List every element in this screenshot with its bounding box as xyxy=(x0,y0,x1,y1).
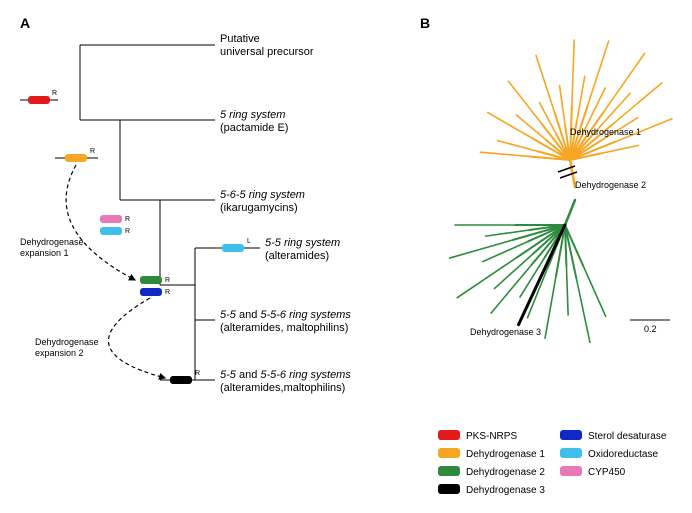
node-5ring: 5 ring system xyxy=(220,109,285,121)
l-annot-ox2: L xyxy=(247,238,251,245)
dashed1-l1: Dehydrogenase xyxy=(20,237,84,247)
legend-label: Dehydrogenase 2 xyxy=(466,467,545,478)
gene-oxido-2: L xyxy=(222,238,251,252)
b-label-d1: Dehydrogenase 1 xyxy=(570,127,641,137)
legend-label: Oxidoreductase xyxy=(588,449,658,460)
r-annot-st: R xyxy=(165,289,170,296)
gene-pks-nrps: R xyxy=(20,90,58,104)
r-annot-d1: R xyxy=(90,148,95,155)
b-label-d2: Dehydrogenase 2 xyxy=(575,180,646,190)
legend-label: Dehydrogenase 3 xyxy=(466,485,545,496)
r-annot-ox1: R xyxy=(125,228,130,235)
legend-swatch xyxy=(560,466,582,476)
legend-swatch xyxy=(560,430,582,440)
node-55-sub: (alteramides) xyxy=(265,250,329,262)
root-label-1: Putative xyxy=(220,33,260,45)
r-annot-d3: R xyxy=(195,370,200,377)
legend-swatch xyxy=(438,466,460,476)
node-mix1: 5-5 and 5-5-6 ring systems xyxy=(220,309,351,321)
dashed-arrow-2 xyxy=(108,298,165,378)
gene-cyp450: R xyxy=(100,215,130,223)
scale-bar: 0.2 xyxy=(630,320,670,334)
r-annot-pks: R xyxy=(52,90,57,97)
legend: PKS-NRPS Dehydrogenase 1 Dehydrogenase 2 De… xyxy=(438,430,667,496)
legend-swatch xyxy=(438,430,460,440)
node-55: 5-5 ring system xyxy=(265,237,340,249)
legend-label: CYP450 xyxy=(588,467,626,478)
b-label-d3: Dehydrogenase 3 xyxy=(470,327,541,337)
dashed1-l2: expansion 1 xyxy=(20,248,69,258)
gene-dehydr1: R xyxy=(55,148,98,162)
node-mix1-sub: (alteramides, maltophilins) xyxy=(220,322,348,334)
legend-label: Dehydrogenase 1 xyxy=(466,449,545,460)
scale-bar-label: 0.2 xyxy=(644,324,657,334)
node-mix2: 5-5 and 5-5-6 ring systems xyxy=(220,369,351,381)
panel-a-label: A xyxy=(20,15,30,31)
node-mix2-sub: (alteramides,maltophilins) xyxy=(220,382,345,394)
legend-label: PKS-NRPS xyxy=(466,431,517,442)
root-label-2: universal precursor xyxy=(220,46,314,58)
node-565: 5-6-5 ring system xyxy=(220,189,305,201)
legend-swatch xyxy=(438,448,460,458)
gene-oxido-1: R xyxy=(100,227,130,235)
gene-dehydr2: R xyxy=(140,276,170,284)
legend-swatch xyxy=(438,484,460,494)
panel-b-tree xyxy=(450,40,672,342)
node-5ring-sub: (pactamide E) xyxy=(220,122,288,134)
legend-label: Sterol desaturase xyxy=(588,431,667,442)
r-annot-d2: R xyxy=(165,277,170,284)
dashed2-l1: Dehydrogenase xyxy=(35,337,99,347)
dashed2-l2: expansion 2 xyxy=(35,348,84,358)
panel-a-tree: Putative universal precursor R 5 ring sy… xyxy=(20,33,351,394)
node-565-sub: (ikarugamycins) xyxy=(220,202,298,214)
panel-b-label: B xyxy=(420,15,430,31)
r-annot-cyp: R xyxy=(125,216,130,223)
gene-dehydr3: R xyxy=(160,370,205,384)
gene-sterol: R xyxy=(140,288,170,296)
legend-swatch xyxy=(560,448,582,458)
